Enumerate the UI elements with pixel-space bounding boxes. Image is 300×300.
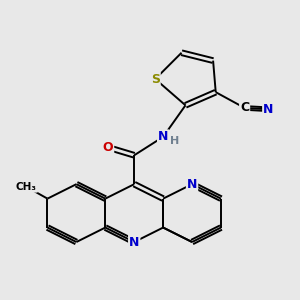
Text: N: N	[263, 103, 274, 116]
Text: N: N	[158, 130, 168, 143]
Text: N: N	[129, 236, 140, 248]
Text: N: N	[187, 178, 197, 191]
Text: C: C	[240, 101, 249, 114]
Text: O: O	[103, 141, 113, 154]
Text: CH₃: CH₃	[16, 182, 37, 192]
Text: S: S	[151, 73, 160, 85]
Text: H: H	[170, 136, 180, 146]
